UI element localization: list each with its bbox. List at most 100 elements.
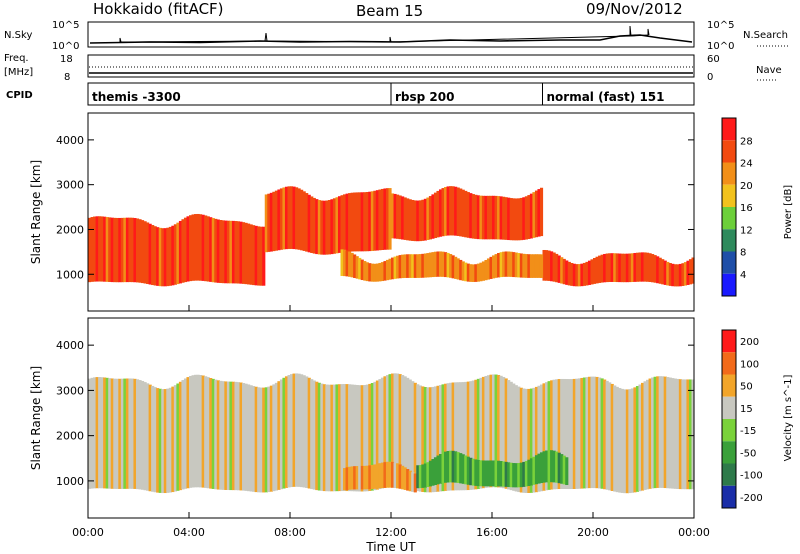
echo-cell (90, 377, 94, 489)
echo-cell (653, 255, 657, 283)
echo-cell (385, 188, 390, 250)
echo-cell (375, 190, 379, 251)
echo-cell (120, 217, 124, 283)
y-tick-label: 2000 (56, 223, 84, 236)
echo-cell (489, 195, 493, 240)
echo-cell (557, 255, 561, 283)
echo-cell (171, 225, 175, 286)
y-tick-label: 1000 (56, 268, 84, 281)
echo-cell (411, 254, 415, 278)
echo-cell (196, 374, 200, 488)
echo-cell (168, 387, 172, 493)
echo-cell (118, 378, 122, 489)
echo-cell (105, 217, 109, 282)
echo-cell (509, 381, 513, 491)
echo-cell (502, 251, 506, 277)
echo-cell (110, 378, 114, 489)
echo-cell (454, 451, 458, 483)
colorbar-tick-label: 16 (740, 203, 753, 214)
echo-cell (358, 257, 362, 280)
echo-cell (297, 373, 301, 487)
echo-cell (226, 220, 230, 284)
echo-cell (345, 193, 349, 252)
echo-cell (532, 387, 536, 493)
echo-cell (353, 192, 357, 252)
noise-left-tick-bottom: 10^0 (52, 41, 79, 52)
echo-cell (378, 463, 382, 489)
echo-cell (100, 216, 104, 282)
echo-cell (517, 463, 521, 488)
frequency-strip-frame (87, 54, 695, 78)
echo-cell (529, 193, 533, 239)
echo-cell (582, 262, 587, 286)
echo-cell (643, 381, 647, 490)
echo-cell (365, 192, 369, 252)
echo-cell (673, 378, 677, 489)
colorbar-swatch (722, 207, 736, 230)
echo-cell (615, 253, 619, 283)
echo-cell (492, 255, 496, 279)
x-tick-label: 00:00 (72, 526, 104, 539)
echo-cell (666, 261, 670, 286)
echo-cell (545, 382, 549, 491)
y-tick-label: 1000 (56, 475, 84, 488)
echo-cell (282, 377, 286, 489)
echo-cell (456, 258, 460, 280)
echo-cell (691, 379, 695, 490)
echo-cell (408, 254, 412, 278)
echo-cell (368, 191, 372, 252)
echo-cell (555, 253, 559, 283)
echo-cell (456, 187, 460, 236)
power-colorbar: 4 8 12 16 20 24 28 (721, 117, 753, 297)
echo-cell (368, 263, 372, 282)
echo-cell (300, 189, 304, 251)
echo-cell (484, 460, 488, 487)
echo-cell (284, 186, 289, 250)
echo-cell (438, 453, 443, 484)
echo-cell (176, 383, 180, 491)
echo-cell (383, 188, 387, 250)
echo-cell (438, 189, 443, 237)
echo-cell (479, 377, 483, 489)
colorbar-tick-label: 100 (740, 359, 759, 370)
echo-cell (524, 254, 528, 278)
echo-cell (676, 378, 680, 489)
echo-cell (368, 383, 372, 491)
echo-cell (464, 190, 468, 238)
x-tick-label: 00:00 (678, 526, 710, 539)
echo-cell (630, 253, 634, 282)
echo-cell (421, 386, 425, 492)
y-tick-label: 3000 (56, 179, 84, 192)
echo-cell (201, 214, 205, 281)
echo-cell (537, 254, 541, 278)
echo-cell (391, 461, 395, 488)
echo-cell (416, 254, 420, 278)
echo-cell (105, 377, 109, 489)
echo-cell (189, 375, 193, 488)
echo-cell (547, 381, 551, 490)
echo-cell (363, 465, 367, 490)
echo-cell (199, 214, 203, 281)
echo-cell (244, 383, 248, 491)
colorbar-swatch (722, 273, 736, 296)
colorbar-swatch (722, 374, 736, 397)
echo-cell (608, 382, 612, 491)
echo-cell (587, 376, 592, 489)
power-panel: 1000 2000 3000 4000 Slant Range [km] (29, 112, 695, 312)
noise-spikes (119, 25, 650, 43)
colorbar-swatch (722, 485, 736, 508)
echo-cell (524, 388, 528, 493)
echo-cell (189, 215, 193, 282)
echo-cell (456, 382, 460, 491)
echo-cell (345, 467, 349, 490)
echo-cell (272, 384, 276, 492)
echo-cell (370, 382, 374, 491)
echo-cell (279, 379, 284, 490)
echo-cell (396, 373, 400, 487)
echo-cell (355, 192, 359, 252)
echo-cell (183, 217, 188, 283)
echo-cell (651, 377, 655, 489)
echo-cell (249, 224, 253, 285)
echo-cell (481, 195, 486, 240)
echo-cell (148, 223, 152, 285)
